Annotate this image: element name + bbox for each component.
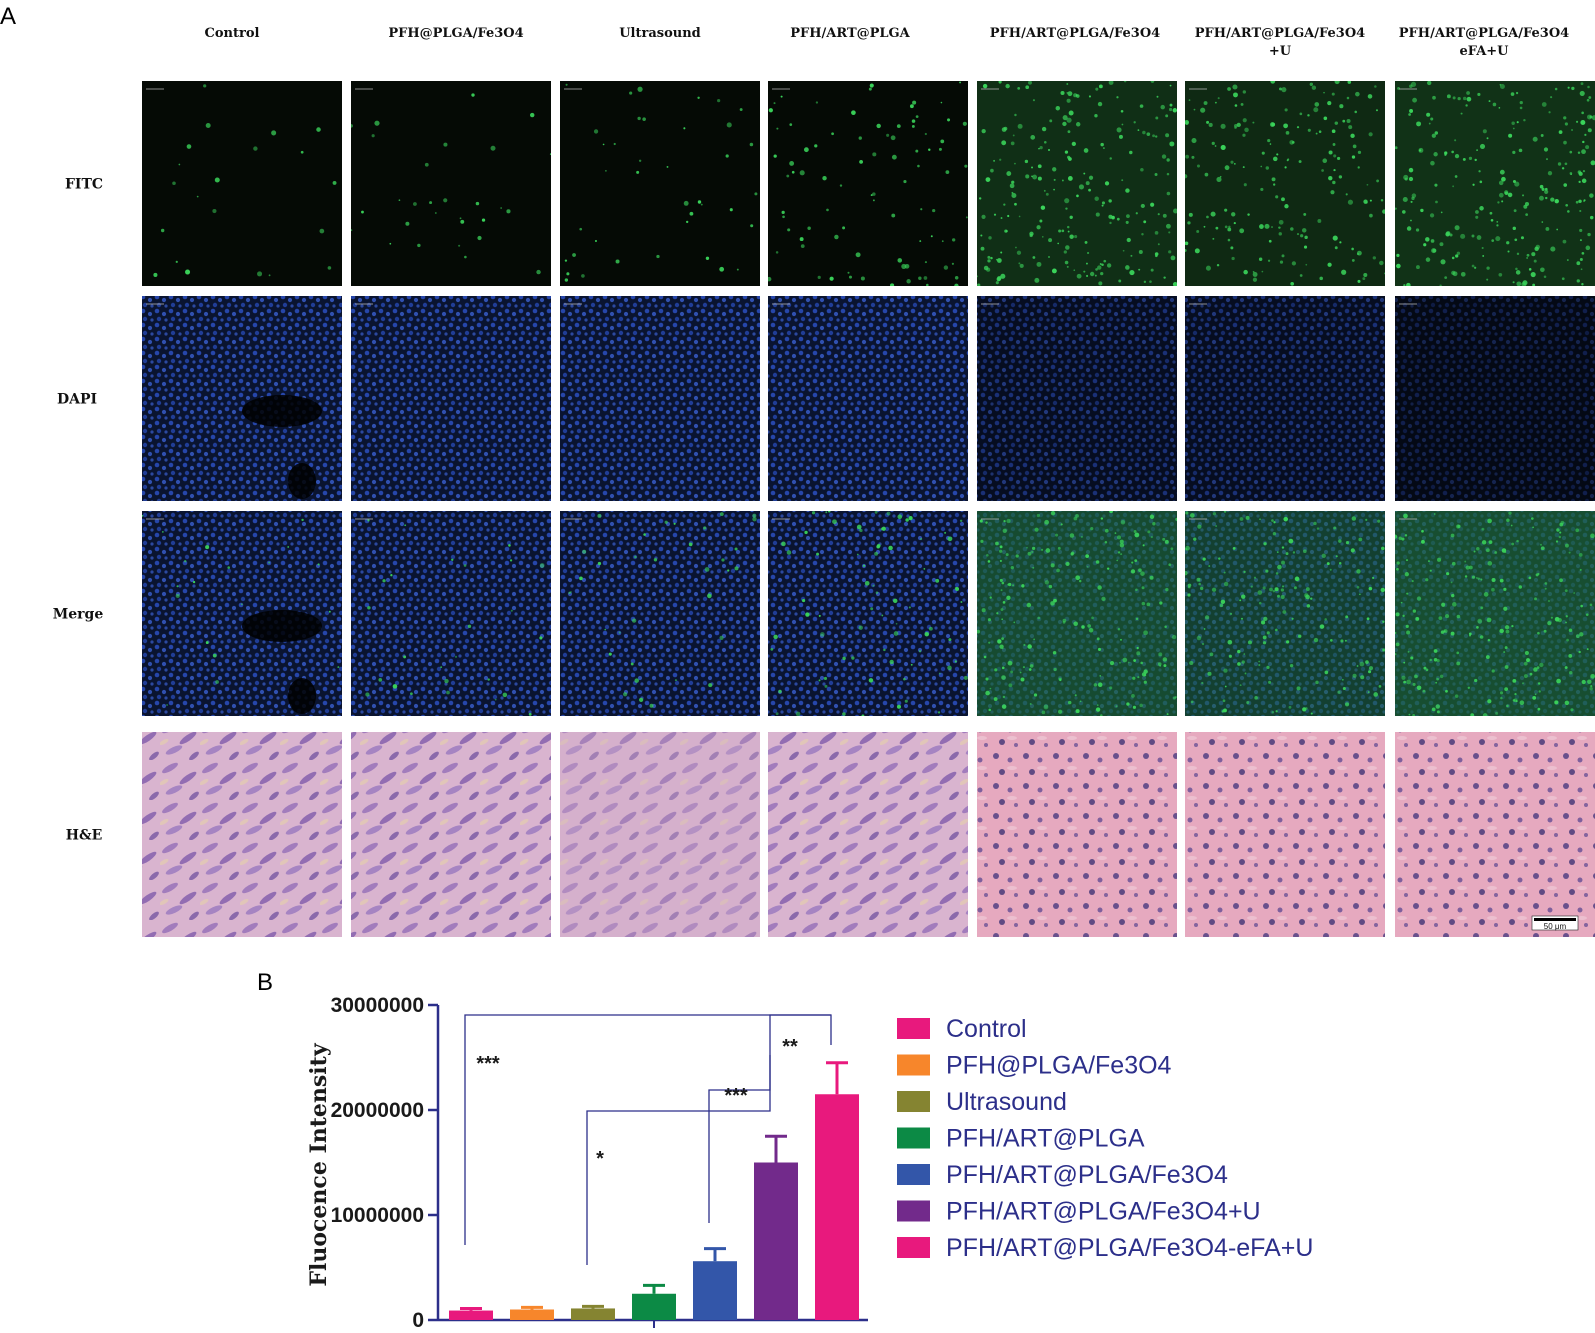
row-label-merge: Merge [53, 607, 104, 623]
micrograph-he-5 [977, 732, 1177, 937]
legend-swatch-5 [897, 1164, 930, 1185]
micrograph-he-3 [560, 732, 760, 937]
bar-3 [571, 1308, 615, 1320]
micrograph-grid [142, 81, 1595, 937]
scale-bar-label: 50 μm [1544, 922, 1567, 931]
row-label-he: H&E [66, 828, 103, 844]
legend-label-3: Ultrasound [946, 1088, 1067, 1116]
micrograph-fitc-5 [977, 81, 1177, 286]
legend-label-4: PFH/ART@PLGA [946, 1125, 1145, 1153]
bar-chart: Fluocence Intensity 0 10000000 20000000 3000… [306, 994, 868, 1332]
row-label-fitc: FITC [65, 177, 103, 193]
micrograph-he-2 [351, 732, 551, 937]
bar-2 [510, 1309, 554, 1320]
column-label-2: PFH@PLGA/Fe3O4 [388, 26, 523, 41]
column-label-6-line2: +U [1269, 44, 1292, 59]
micrograph-merge-1 [142, 511, 342, 716]
micrograph-dapi-4 [768, 296, 968, 501]
legend-swatch-3 [897, 1091, 930, 1112]
legend-label-1: Control [946, 1015, 1027, 1043]
chart-legend: Control PFH@PLGA/Fe3O4 Ultrasound PFH/ART@P… [897, 1015, 1313, 1262]
significance-bracket-1 [464, 1014, 831, 1245]
legend-label-7: PFH/ART@PLGA/Fe3O4-eFA+U [946, 1234, 1313, 1262]
y-axis-title: Fluocence Intensity [306, 1042, 332, 1286]
micrograph-dapi-1 [142, 296, 342, 501]
panel-b: B Fluocence Intensity 0 10000000 20000000 30… [257, 969, 1313, 1332]
significance-label-2: * [596, 1148, 604, 1170]
micrograph-dapi-6 [1185, 296, 1385, 501]
micrograph-merge-2 [351, 511, 551, 716]
row-labels: FITC DAPI Merge H&E [53, 177, 104, 844]
legend-swatch-7 [897, 1237, 930, 1258]
micrograph-fitc-2 [351, 81, 551, 286]
micrograph-he-1 [142, 732, 342, 937]
column-label-1: Control [205, 26, 260, 41]
legend-swatch-2 [897, 1054, 930, 1076]
micrograph-merge-7 [1395, 511, 1595, 716]
column-label-6: PFH/ART@PLGA/Fe3O4 [1195, 26, 1365, 41]
significance-label-4: ** [782, 1036, 798, 1058]
y-tick-label-2: 20000000 [331, 1099, 424, 1122]
significance-bracket-2 [586, 1090, 771, 1265]
micrograph-dapi-2 [351, 296, 551, 501]
micrograph-dapi-7 [1395, 296, 1595, 501]
legend-label-2: PFH@PLGA/Fe3O4 [946, 1052, 1172, 1080]
bar-7 [815, 1094, 859, 1320]
panel-b-letter: B [257, 969, 273, 996]
significance-label-1: *** [476, 1053, 500, 1075]
scale-bar: 50 μm [1531, 915, 1579, 931]
column-label-3: Ultrasound [619, 26, 701, 41]
micrograph-merge-6 [1185, 511, 1385, 716]
micrograph-fitc-6 [1185, 81, 1385, 286]
column-label-4: PFH/ART@PLGA [790, 26, 910, 41]
micrograph-fitc-1 [142, 81, 342, 286]
bar-4 [632, 1293, 676, 1320]
legend-label-5: PFH/ART@PLGA/Fe3O4 [946, 1161, 1228, 1189]
y-tick-label-3: 30000000 [331, 994, 424, 1017]
significance-bracket-4 [769, 1014, 832, 1090]
bar-6 [754, 1162, 798, 1320]
y-tick-label-0: 0 [412, 1309, 424, 1332]
legend-swatch-1 [897, 1018, 930, 1039]
legend-swatch-4 [897, 1127, 930, 1149]
micrograph-he-6 [1185, 732, 1385, 937]
bar-1 [449, 1310, 493, 1320]
column-label-7-line2: eFA+U [1459, 44, 1509, 59]
micrograph-he-4 [768, 732, 968, 937]
micrograph-merge-5 [977, 511, 1177, 716]
micrograph-dapi-5 [977, 296, 1177, 501]
micrograph-he-7 [1395, 732, 1595, 937]
micrograph-merge-3 [560, 511, 760, 716]
micrograph-fitc-3 [560, 81, 760, 286]
legend-swatch-6 [897, 1200, 930, 1222]
y-tick-label-1: 10000000 [331, 1204, 424, 1227]
micrograph-fitc-7 [1395, 81, 1595, 286]
significance-brackets [464, 1014, 832, 1265]
micrograph-merge-4 [768, 511, 968, 716]
panel-a: A Control PFH@PLGA/Fe3O4 Ultrasound PFH/ART… [0, 3, 1595, 937]
column-labels: Control PFH@PLGA/Fe3O4 Ultrasound PFH/ART@P… [205, 26, 1570, 59]
micrograph-fitc-4 [768, 81, 968, 286]
column-label-5: PFH/ART@PLGA/Fe3O4 [990, 26, 1160, 41]
significance-label-3: *** [724, 1085, 748, 1107]
panel-a-letter: A [0, 3, 16, 30]
row-label-dapi: DAPI [57, 392, 97, 408]
legend-label-6: PFH/ART@PLGA/Fe3O4+U [946, 1198, 1261, 1226]
column-label-7: PFH/ART@PLGA/Fe3O4 [1399, 26, 1569, 41]
bar-5 [693, 1261, 737, 1320]
micrograph-dapi-3 [560, 296, 760, 501]
